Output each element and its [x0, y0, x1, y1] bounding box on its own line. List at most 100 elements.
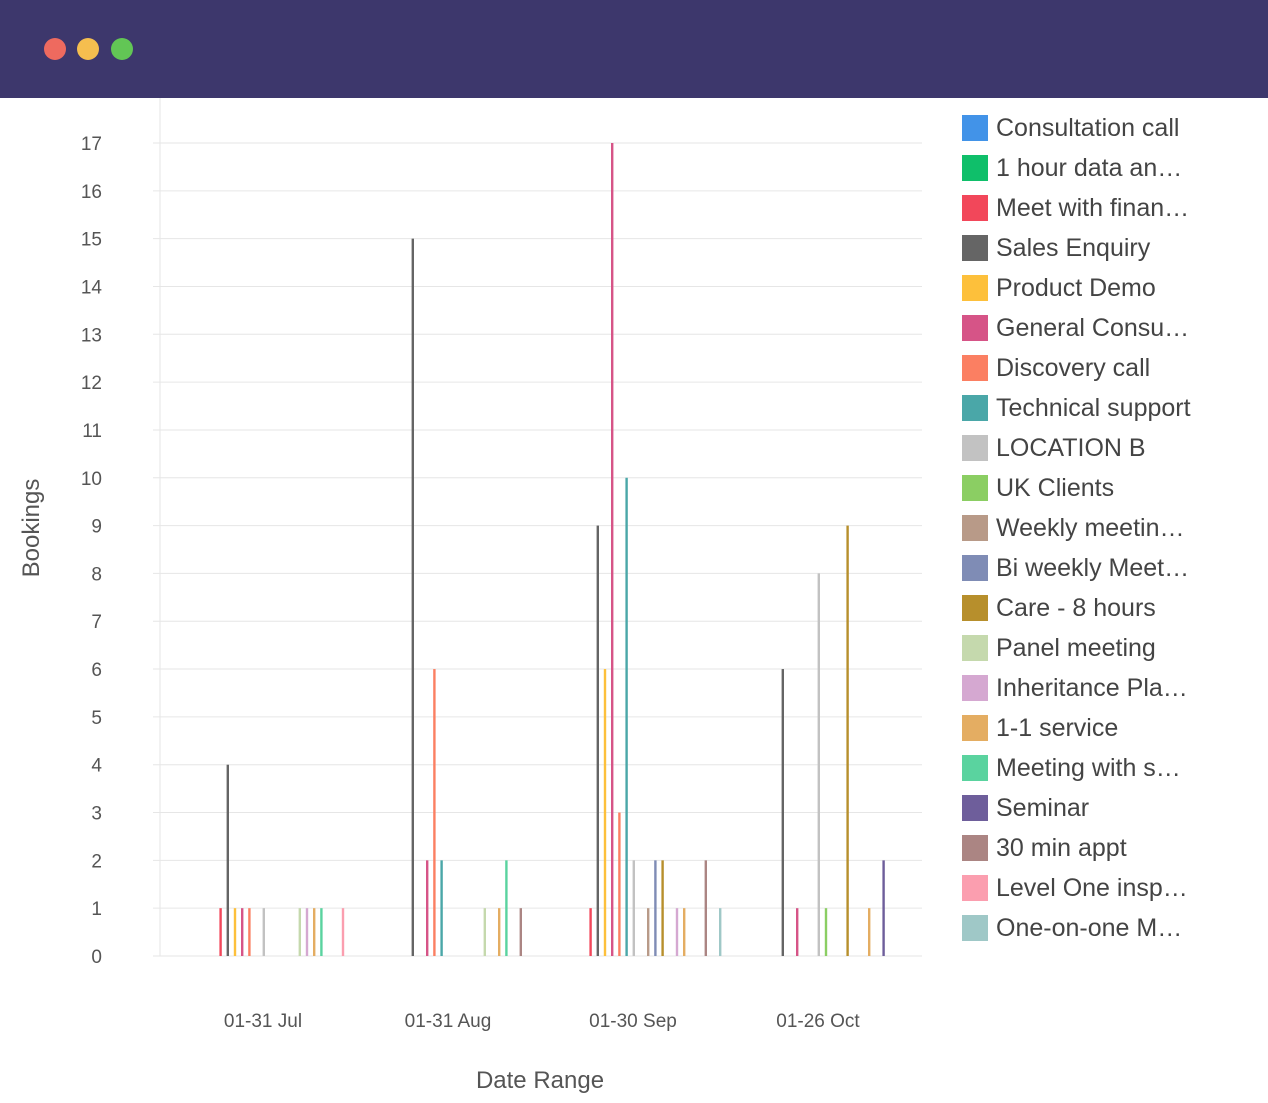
legend-label: Product Demo [996, 273, 1156, 302]
bar[interactable] [226, 764, 229, 956]
bar[interactable] [675, 908, 679, 956]
bar[interactable] [433, 669, 436, 956]
legend-swatch [962, 875, 988, 901]
legend-label: Level One insp… [996, 873, 1188, 902]
legend-item[interactable]: Meeting with s… [962, 748, 1262, 788]
bar[interactable] [654, 860, 657, 956]
bar[interactable] [411, 238, 414, 956]
legend-swatch [962, 635, 988, 661]
bar[interactable] [846, 525, 849, 956]
legend-item[interactable]: Consultation call [962, 108, 1262, 148]
y-tick-label: 4 [91, 756, 102, 777]
legend-item[interactable]: Technical support [962, 388, 1262, 428]
bar[interactable] [647, 908, 650, 956]
close-window-button[interactable] [44, 38, 66, 60]
bar[interactable] [248, 908, 251, 956]
legend-item[interactable]: Sales Enquiry [962, 228, 1262, 268]
legend-swatch [962, 355, 988, 381]
legend-swatch [962, 675, 988, 701]
legend-item[interactable]: Care - 8 hours [962, 588, 1262, 628]
bar[interactable] [661, 860, 664, 956]
bar[interactable] [781, 669, 784, 956]
gridlines [153, 98, 922, 957]
legend-label: Consultation call [996, 113, 1180, 142]
bar[interactable] [262, 908, 265, 956]
bar[interactable] [603, 669, 607, 956]
y-tick-label: 3 [91, 804, 102, 825]
legend-item[interactable]: 1 hour data an… [962, 148, 1262, 188]
y-tick-label: 14 [81, 277, 103, 298]
bar[interactable] [219, 908, 222, 956]
bar[interactable] [625, 477, 628, 956]
bar[interactable] [882, 860, 885, 956]
y-tick-label: 6 [91, 660, 102, 681]
legend-label: 1 hour data an… [996, 153, 1183, 182]
y-tick-label: 1 [91, 899, 102, 920]
legend-item[interactable]: Weekly meetin… [962, 508, 1262, 548]
legend-label: Weekly meetin… [996, 513, 1185, 542]
legend-swatch [962, 315, 988, 341]
bar[interactable] [233, 908, 237, 956]
legend-label: Meet with finan… [996, 193, 1190, 222]
y-tick-label: 15 [81, 230, 102, 251]
legend-label: UK Clients [996, 473, 1115, 502]
y-axis-title: Bookings [18, 479, 45, 578]
legend-item[interactable]: One-on-one M… [962, 908, 1262, 948]
legend-item[interactable]: Bi weekly Meet… [962, 548, 1262, 588]
legend-item[interactable]: LOCATION B [962, 428, 1262, 468]
bar[interactable] [719, 908, 722, 956]
bar[interactable] [611, 143, 614, 956]
bar[interactable] [320, 908, 323, 956]
bar[interactable] [824, 908, 828, 956]
legend-swatch [962, 595, 988, 621]
x-axis-ticks: 01-31 Jul 01-31 Aug 01-30 Sep 01-26 Oct [224, 1011, 861, 1032]
legend-label: Technical support [996, 393, 1191, 422]
legend-label: General Consu… [996, 313, 1190, 342]
bar[interactable] [298, 908, 301, 956]
legend-label: 1-1 service [996, 713, 1119, 742]
minimize-window-button[interactable] [77, 38, 99, 60]
bar[interactable] [241, 908, 244, 956]
legend-item[interactable]: Discovery call [962, 348, 1262, 388]
legend-label: Care - 8 hours [996, 593, 1156, 622]
bar[interactable] [868, 908, 871, 956]
legend-swatch [962, 275, 988, 301]
bar[interactable] [704, 860, 707, 956]
bar[interactable] [618, 812, 621, 956]
bar[interactable] [519, 908, 522, 956]
bar[interactable] [796, 908, 799, 956]
x-tick-label: 01-30 Sep [589, 1011, 677, 1032]
bar[interactable] [596, 525, 599, 956]
legend-item[interactable]: UK Clients [962, 468, 1262, 508]
y-tick-label: 12 [81, 373, 102, 394]
bar[interactable] [313, 908, 316, 956]
legend-swatch [962, 155, 988, 181]
legend-item[interactable]: 1-1 service [962, 708, 1262, 748]
legend-item[interactable]: Meet with finan… [962, 188, 1262, 228]
legend-label: Bi weekly Meet… [996, 553, 1190, 582]
bar[interactable] [440, 860, 443, 956]
bar[interactable] [632, 860, 635, 956]
legend-item[interactable]: Seminar [962, 788, 1262, 828]
bar[interactable] [426, 860, 429, 956]
legend-item[interactable]: General Consu… [962, 308, 1262, 348]
chart-legend: Consultation call 1 hour data an… Meet wit… [962, 108, 1262, 948]
bar[interactable] [505, 860, 508, 956]
bar[interactable] [498, 908, 501, 956]
legend-item[interactable]: Inheritance Pla… [962, 668, 1262, 708]
legend-item[interactable]: Panel meeting [962, 628, 1262, 668]
bar[interactable] [817, 573, 820, 956]
chart-bars [219, 143, 885, 956]
bar[interactable] [305, 908, 309, 956]
bar[interactable] [683, 908, 686, 956]
legend-item[interactable]: Product Demo [962, 268, 1262, 308]
bar[interactable] [483, 908, 486, 956]
bar[interactable] [589, 908, 592, 956]
y-tick-label: 7 [91, 612, 102, 633]
legend-item[interactable]: 30 min appt [962, 828, 1262, 868]
maximize-window-button[interactable] [111, 38, 133, 60]
legend-item[interactable]: Level One insp… [962, 868, 1262, 908]
bar[interactable] [341, 908, 345, 956]
